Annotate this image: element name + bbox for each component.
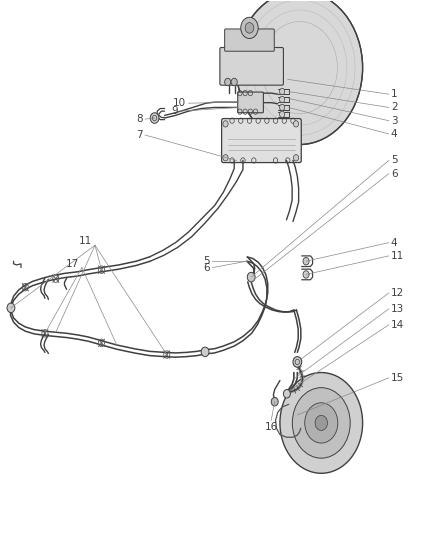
Text: 7: 7 bbox=[136, 130, 143, 140]
Text: 4: 4 bbox=[391, 238, 398, 248]
Circle shape bbox=[293, 357, 302, 367]
Circle shape bbox=[279, 96, 285, 103]
Text: 13: 13 bbox=[391, 304, 404, 314]
Text: 1: 1 bbox=[391, 89, 398, 99]
Text: 3: 3 bbox=[391, 116, 398, 126]
Circle shape bbox=[283, 390, 290, 398]
Text: 11: 11 bbox=[391, 251, 404, 261]
FancyBboxPatch shape bbox=[220, 47, 283, 85]
Circle shape bbox=[150, 113, 159, 123]
Circle shape bbox=[237, 0, 363, 144]
Text: 12: 12 bbox=[391, 288, 404, 298]
Text: 14: 14 bbox=[391, 320, 404, 330]
Circle shape bbox=[280, 373, 363, 473]
Text: 5: 5 bbox=[391, 156, 398, 165]
Circle shape bbox=[279, 104, 285, 111]
Circle shape bbox=[279, 88, 285, 95]
Text: 8: 8 bbox=[136, 114, 143, 124]
FancyBboxPatch shape bbox=[238, 92, 263, 113]
FancyBboxPatch shape bbox=[222, 118, 301, 163]
Circle shape bbox=[292, 387, 350, 458]
Text: 2: 2 bbox=[391, 102, 398, 112]
Circle shape bbox=[231, 78, 237, 86]
Circle shape bbox=[223, 120, 228, 127]
Text: 10: 10 bbox=[173, 98, 186, 108]
Text: 4: 4 bbox=[391, 129, 398, 139]
Circle shape bbox=[201, 347, 209, 357]
Text: 17: 17 bbox=[66, 260, 79, 269]
Text: 6: 6 bbox=[391, 169, 398, 179]
Text: 11: 11 bbox=[79, 236, 92, 246]
Text: 16: 16 bbox=[265, 422, 278, 432]
Text: 15: 15 bbox=[391, 373, 404, 383]
Circle shape bbox=[223, 155, 228, 161]
Circle shape bbox=[303, 271, 309, 278]
Text: 5: 5 bbox=[204, 256, 210, 266]
Circle shape bbox=[271, 398, 278, 406]
Circle shape bbox=[303, 257, 309, 265]
Circle shape bbox=[247, 272, 255, 282]
Circle shape bbox=[293, 155, 299, 161]
Circle shape bbox=[245, 22, 254, 33]
Circle shape bbox=[225, 78, 231, 86]
Circle shape bbox=[241, 17, 258, 38]
FancyBboxPatch shape bbox=[225, 29, 274, 51]
Circle shape bbox=[293, 120, 299, 127]
Circle shape bbox=[315, 415, 328, 431]
Circle shape bbox=[305, 403, 338, 443]
Circle shape bbox=[7, 303, 15, 313]
Circle shape bbox=[279, 111, 285, 117]
Text: 9: 9 bbox=[171, 106, 178, 116]
Text: 6: 6 bbox=[204, 263, 210, 272]
